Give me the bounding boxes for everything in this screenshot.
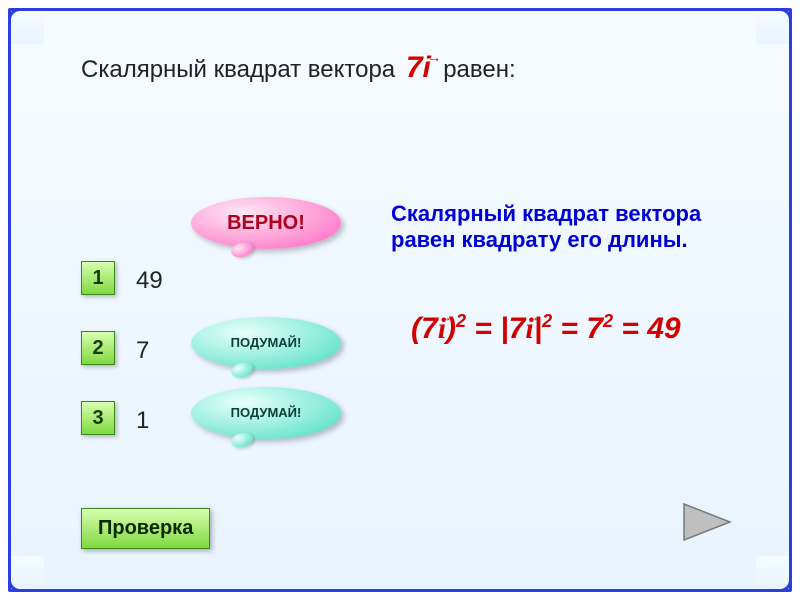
question-text: Скалярный квадрат вектора 7i→ равен: xyxy=(81,51,516,85)
formula: (7i→)2 = |7i→|2 = 72 = 49 xyxy=(411,311,681,346)
option-button-3[interactable]: 3 xyxy=(81,401,115,435)
corner-tl xyxy=(8,8,44,44)
question-after: равен: xyxy=(443,56,515,83)
feedback-think-3: ПОДУМАЙ! xyxy=(191,387,341,439)
feedback-correct: ВЕРНО! xyxy=(191,197,341,249)
question-before: Скалярный квадрат вектора xyxy=(81,56,395,83)
play-icon xyxy=(680,500,734,544)
vector-arrow-icon: → xyxy=(427,49,441,65)
slide-frame: Скалярный квадрат вектора 7i→ равен: 1 49… xyxy=(8,8,792,592)
option-button-2[interactable]: 2 xyxy=(81,331,115,365)
option-value-1: 49 xyxy=(136,267,163,295)
check-button[interactable]: Проверка xyxy=(81,508,210,549)
option-value-2: 7 xyxy=(136,337,149,365)
corner-tr xyxy=(756,8,792,44)
corner-br xyxy=(756,556,792,592)
vector-arrow-icon: → xyxy=(527,310,539,325)
option-button-1[interactable]: 1 xyxy=(81,261,115,295)
next-arrow-button[interactable] xyxy=(680,500,734,549)
corner-bl xyxy=(8,556,44,592)
vector-arrow-icon: → xyxy=(440,310,452,325)
feedback-think-2: ПОДУМАЙ! xyxy=(191,317,341,369)
option-value-3: 1 xyxy=(136,407,149,435)
explanation-text: Скалярный квадрат вектора равен квадрату… xyxy=(391,201,761,253)
question-vector: 7i→ xyxy=(402,51,443,84)
